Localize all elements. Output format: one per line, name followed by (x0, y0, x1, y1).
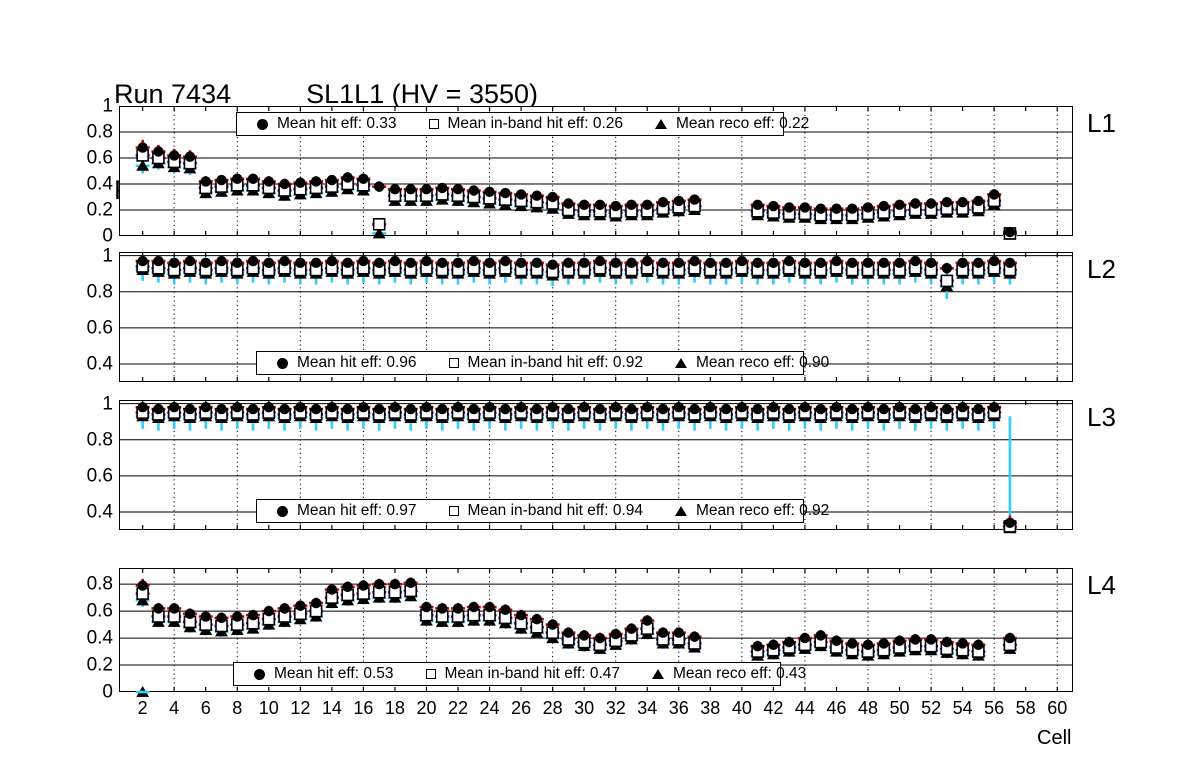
x-tick-label: 50 (889, 698, 910, 718)
legend-label: Mean hit eff: 0.53 (274, 665, 394, 682)
legend-entry-reco: Mean reco eff: 0.22 (655, 115, 823, 133)
x-tick-label: 12 (290, 698, 311, 718)
y-tick-label: 0.2 (86, 199, 113, 221)
title-line-1: Run 7434 SL1L1 (HV = 3550) (114, 79, 539, 109)
legend-label: Mean reco eff: 0.92 (696, 502, 830, 519)
legend-l3[interactable]: Mean hit eff: 0.97 Mean in-band hit eff: … (256, 499, 829, 523)
hit-marker-icon (257, 118, 268, 130)
x-tick-label: 4 (169, 698, 180, 718)
y-tick-label: 0.8 (86, 281, 113, 303)
x-tick-label: 16 (353, 698, 374, 718)
legend-label: Mean in-band hit eff: 0.26 (447, 115, 624, 132)
reco-marker-icon (675, 506, 688, 516)
x-axis-title: Cell (1037, 727, 1072, 749)
legend-l4[interactable]: Mean hit eff: 0.53 Mean in-band hit eff: … (233, 662, 806, 686)
y-tick-label: 0.8 (86, 429, 113, 451)
y-tick-label: 1 (102, 95, 113, 117)
inband-marker-icon (448, 506, 459, 516)
x-tick-label: 54 (952, 698, 973, 718)
y-tick-label: 1 (102, 393, 113, 415)
panel-label-l1: L1 (1087, 108, 1116, 138)
reco-marker-icon (652, 669, 665, 679)
x-tick-label: 38 (700, 698, 721, 718)
legend-l1[interactable]: Mean hit eff: 0.33 Mean in-band hit eff: … (236, 112, 809, 136)
x-tick-label: 32 (605, 698, 626, 718)
x-tick-label: 26 (511, 698, 532, 718)
x-tick-label: 20 (416, 698, 437, 718)
reco-marker-icon (655, 119, 668, 129)
legend-entry-reco: Mean reco eff: 0.90 (675, 354, 843, 372)
y-tick-label: 0.4 (86, 173, 113, 195)
x-tick-label: 44 (794, 698, 815, 718)
legend-label: Mean in-band hit eff: 0.47 (444, 665, 621, 682)
x-tick-label: 8 (232, 698, 243, 718)
x-tick-label: 58 (1015, 698, 1036, 718)
y-tick-label: 0.8 (86, 121, 113, 143)
x-tick-label: 36 (668, 698, 689, 718)
legend-label: Mean hit eff: 0.97 (297, 502, 417, 519)
x-tick-label: 28 (542, 698, 563, 718)
x-tick-label: 6 (200, 698, 211, 718)
hit-marker-icon (254, 668, 265, 680)
legend-label: Mean reco eff: 0.43 (673, 665, 807, 682)
legend-label: Mean hit eff: 0.33 (277, 115, 397, 132)
inband-marker-icon (425, 669, 436, 679)
x-tick-label: 52 (921, 698, 942, 718)
hit-marker-icon (277, 357, 288, 369)
x-tick-label: 24 (479, 698, 500, 718)
legend-entry-hit: Mean hit eff: 0.96 (277, 354, 431, 372)
panel-label-l2: L2 (1087, 254, 1116, 284)
x-tick-label: 22 (448, 698, 469, 718)
panel-label-l3: L3 (1087, 402, 1116, 432)
x-tick-label: 10 (258, 698, 279, 718)
legend-entry-hit: Mean hit eff: 0.53 (254, 665, 408, 683)
legend-entry-inband: Mean in-band hit eff: 0.94 (448, 502, 658, 520)
y-tick-label: 0.8 (86, 573, 113, 595)
reco-marker-icon (675, 358, 688, 368)
legend-entry-inband: Mean in-band hit eff: 0.26 (428, 115, 638, 133)
y-tick-label: 0.4 (86, 353, 113, 375)
y-tick-label: 0 (102, 681, 113, 703)
x-tick-label: 18 (384, 698, 405, 718)
legend-entry-hit: Mean hit eff: 0.33 (257, 115, 411, 133)
legend-entry-inband: Mean in-band hit eff: 0.92 (448, 354, 658, 372)
legend-entry-inband: Mean in-band hit eff: 0.47 (425, 665, 635, 683)
x-tick-label: 30 (574, 698, 595, 718)
inband-marker-icon (428, 119, 439, 129)
legend-label: Mean in-band hit eff: 0.94 (467, 502, 644, 519)
legend-label: Mean reco eff: 0.22 (676, 115, 810, 132)
x-tick-label: 56 (984, 698, 1005, 718)
x-tick-label: 48 (857, 698, 879, 718)
y-tick-label: 0.4 (86, 501, 113, 523)
hit-marker-icon (277, 505, 288, 517)
legend-entry-reco: Mean reco eff: 0.92 (675, 502, 843, 520)
y-tick-label: 0.6 (86, 600, 113, 622)
legend-entry-reco: Mean reco eff: 0.43 (652, 665, 820, 683)
x-tick-label: 34 (637, 698, 658, 718)
legend-l2[interactable]: Mean hit eff: 0.96 Mean in-band hit eff: … (256, 351, 829, 375)
legend-entry-hit: Mean hit eff: 0.97 (277, 502, 431, 520)
x-tick-label: 2 (137, 698, 148, 718)
y-tick-label: 0.6 (86, 465, 113, 487)
x-tick-label: 14 (321, 698, 342, 718)
y-tick-label: 0.6 (86, 317, 113, 339)
y-tick-label: 0.4 (86, 627, 113, 649)
x-tick-label: 40 (731, 698, 752, 718)
legend-label: Mean in-band hit eff: 0.92 (467, 354, 644, 371)
inband-marker-icon (448, 358, 459, 368)
x-tick-label: 42 (763, 698, 784, 718)
y-tick-label: 1 (102, 245, 113, 267)
legend-label: Mean reco eff: 0.90 (696, 354, 830, 371)
legend-label: Mean hit eff: 0.96 (297, 354, 417, 371)
x-tick-label: 60 (1047, 698, 1068, 718)
y-tick-label: 0.2 (86, 654, 113, 676)
panel-label-l4: L4 (1087, 570, 1116, 600)
y-tick-label: 0.6 (86, 147, 113, 169)
x-tick-label: 46 (826, 698, 847, 718)
y-tick-label: 0 (102, 225, 113, 247)
